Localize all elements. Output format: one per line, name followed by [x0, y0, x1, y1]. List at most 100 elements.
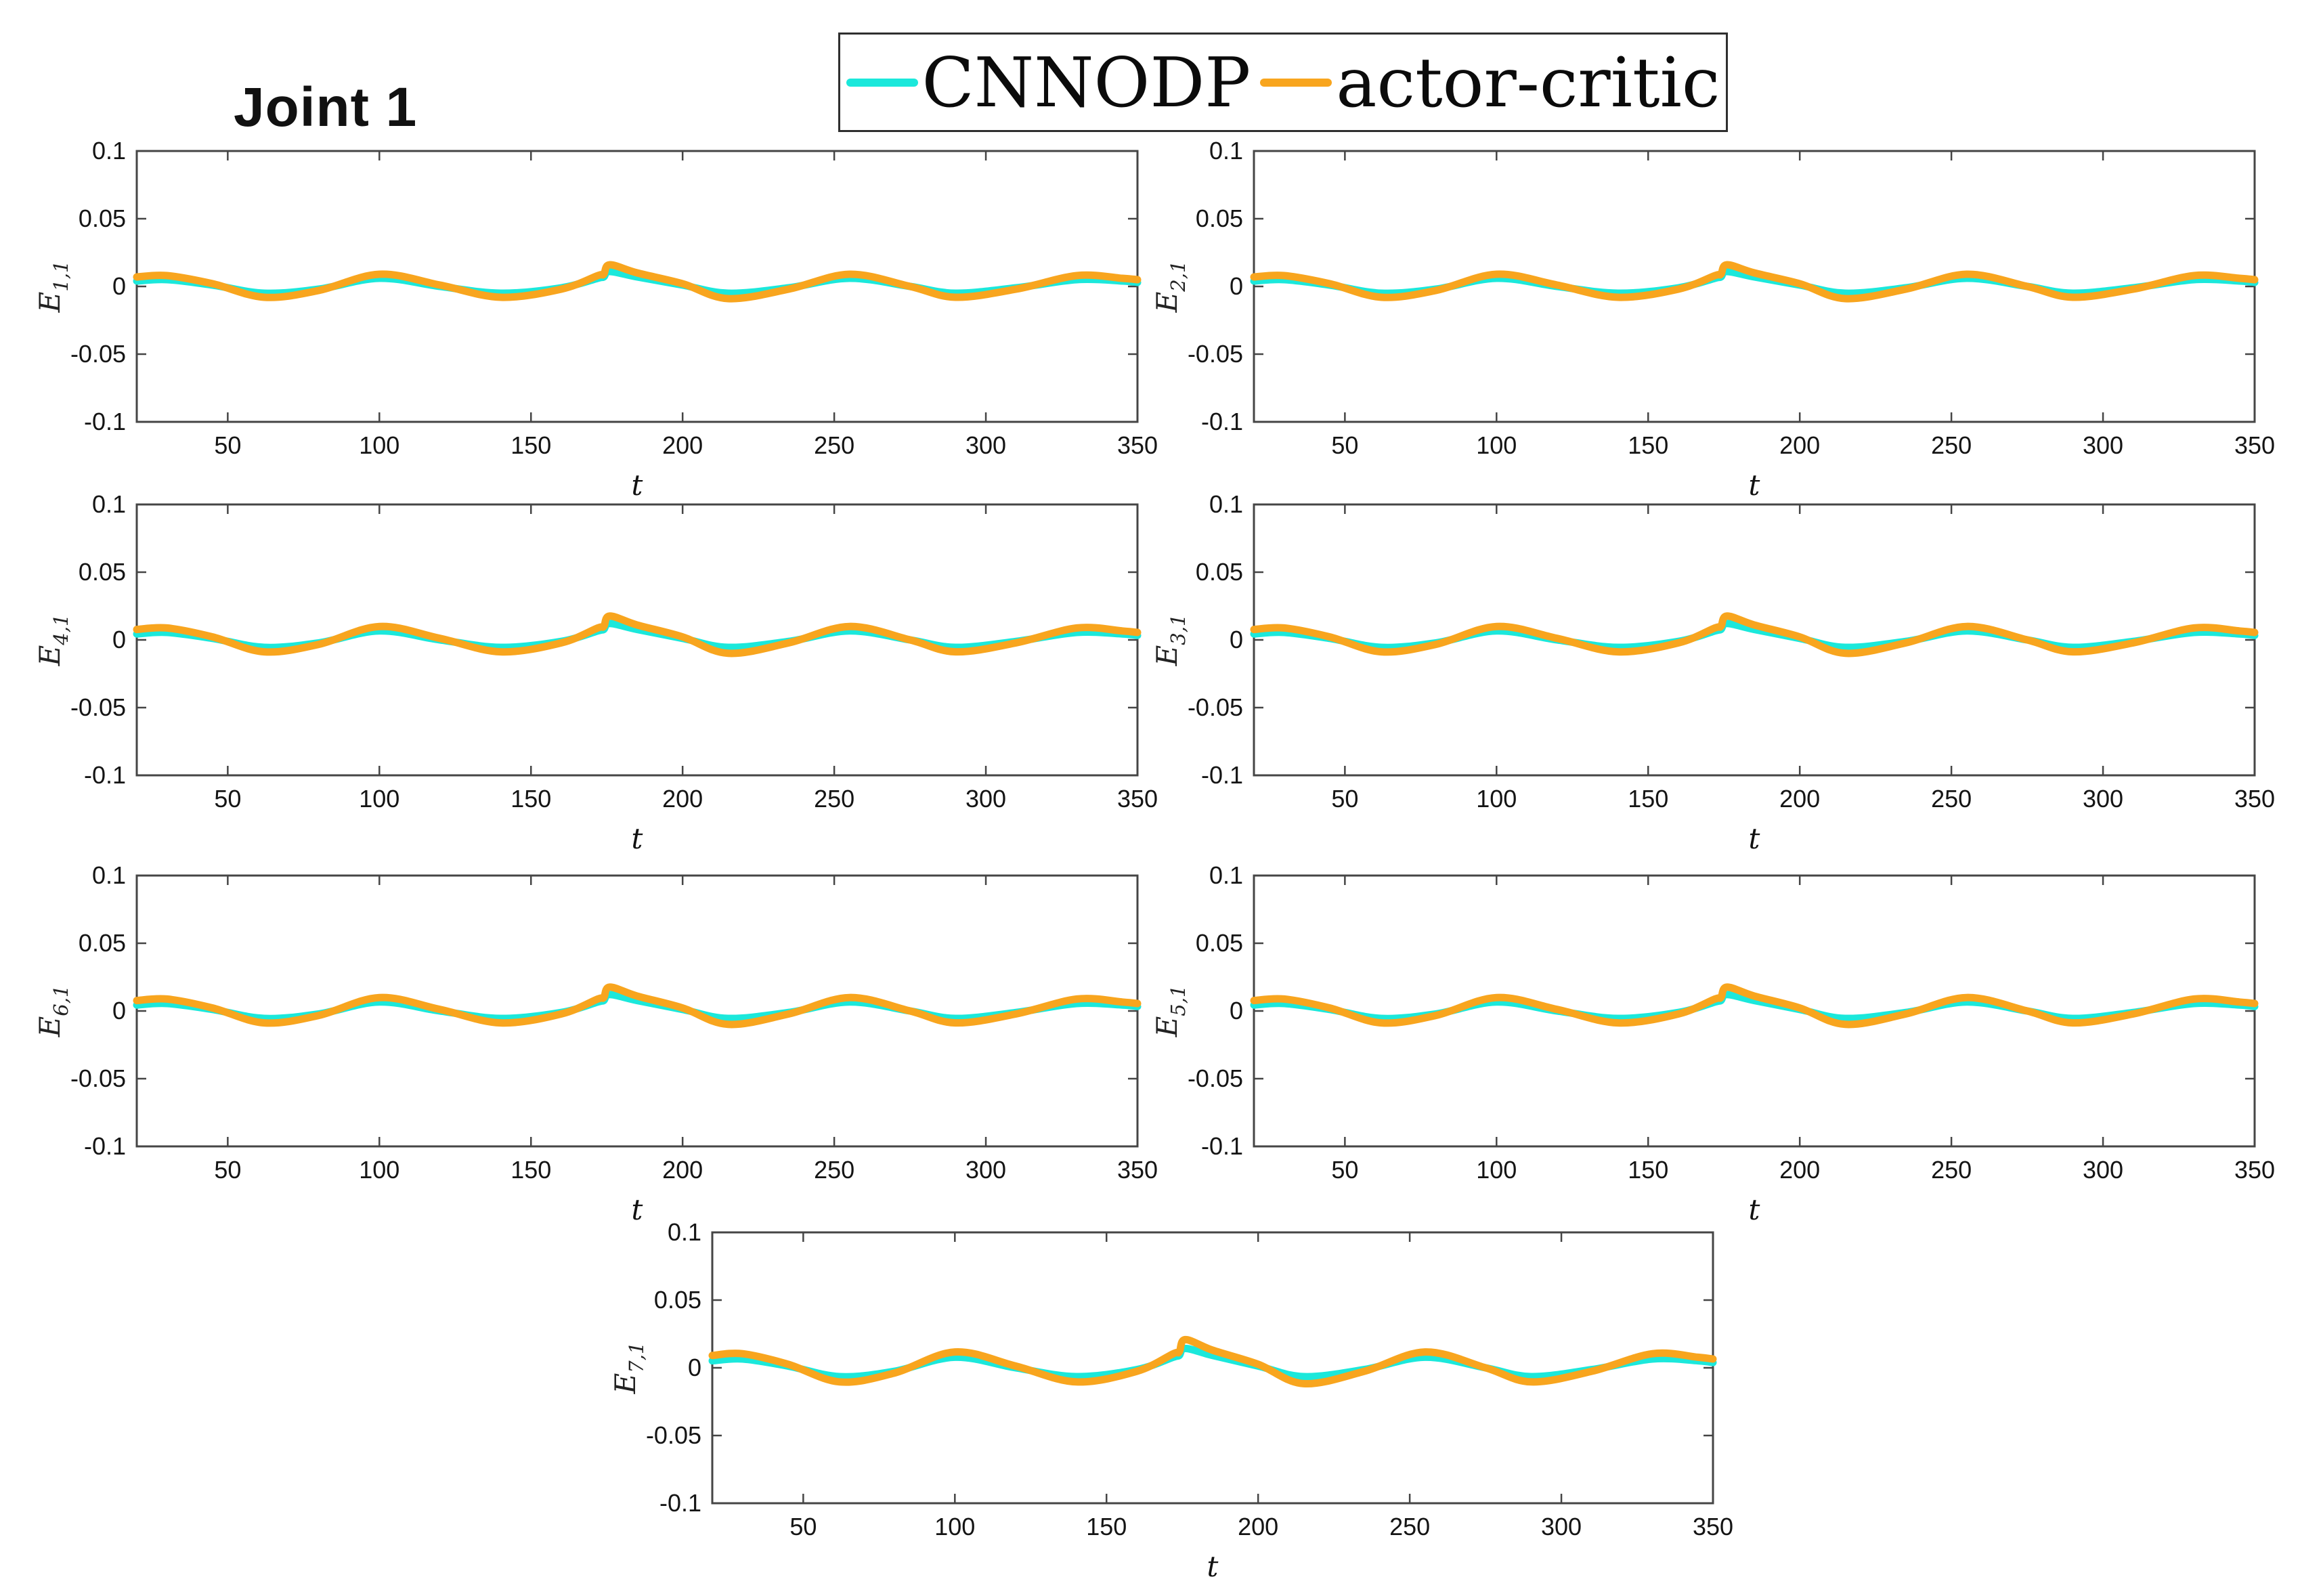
x-tick-label: 250	[814, 431, 854, 459]
y-tick-label: 0.05	[1196, 204, 1243, 232]
y-tick-label: -0.05	[70, 340, 126, 368]
y-tick-label: 0	[1230, 626, 1243, 653]
x-tick-label: 150	[511, 431, 551, 459]
y-tick-label: 0.1	[1209, 137, 1243, 165]
x-tick-label: 50	[1331, 1156, 1358, 1184]
y-tick-label: 0.1	[1209, 862, 1243, 889]
y-tick-label: 0.05	[79, 558, 126, 586]
x-tick-label: 50	[789, 1513, 817, 1540]
x-tick-label: 200	[1779, 1156, 1820, 1184]
subplot-E2-1: 50 100 150 200 250 300 350 0.1 0.05 0 -0.05 -0.1 t E2…	[1146, 137, 2282, 503]
x-tick-label: 100	[1476, 785, 1517, 813]
y-tick-label: 0.1	[92, 862, 126, 889]
chart-svg: 50 100 150 200 250 300 350 0.1 0.05 0 -0.05 -0.1 t E5…	[1150, 861, 2275, 1226]
legend-label-actor-critic: actor-critic	[1336, 42, 1720, 123]
x-axis-label: t	[1749, 822, 1760, 855]
y-axis-label: E4,1	[33, 614, 72, 667]
subplot-E6-1: 50 100 150 200 250 300 350 0.1 0.05 0 -0.05 -0.1 t E6…	[28, 861, 1165, 1228]
subplot-E7-1: 50 100 150 200 250 300 350 0.1 0.05 0 -0.05 -0.1 t E7…	[604, 1218, 1740, 1584]
x-axis-label: t	[632, 469, 643, 502]
x-tick-label: 150	[511, 785, 551, 813]
y-tick-label: -0.05	[1188, 1064, 1243, 1092]
y-tick-label: -0.1	[1201, 761, 1243, 789]
y-tick-label: 0	[1230, 272, 1243, 300]
x-tick-label: 150	[1086, 1513, 1127, 1540]
axes-box	[1253, 874, 2256, 1148]
y-tick-label: -0.1	[84, 408, 126, 435]
series-line-actor-critic	[133, 261, 1142, 303]
x-tick-label: 50	[214, 431, 241, 459]
x-tick-label: 300	[2083, 1156, 2123, 1184]
chart-svg: 50 100 150 200 250 300 350 0.1 0.05 0 -0.05 -0.1 t E3…	[1150, 490, 2275, 855]
x-tick-label: 150	[1628, 431, 1668, 459]
y-tick-label: 0.05	[1196, 929, 1243, 957]
x-tick-label: 150	[1628, 1156, 1668, 1184]
x-tick-label: 250	[814, 1156, 854, 1184]
x-axis-label: t	[1749, 1193, 1760, 1226]
y-axis-label: E6,1	[33, 985, 72, 1038]
y-tick-label: -0.05	[1188, 340, 1243, 368]
axes-box	[135, 150, 1139, 423]
x-tick-label: 100	[1476, 1156, 1517, 1184]
x-tick-label: 300	[965, 1156, 1006, 1184]
x-axis-label: t	[632, 822, 643, 855]
x-tick-label: 50	[214, 785, 241, 813]
y-tick-label: 0.05	[1196, 558, 1243, 586]
x-tick-label: 200	[1779, 431, 1820, 459]
y-tick-label: 0.1	[92, 137, 126, 165]
x-tick-label: 350	[1693, 1513, 1733, 1540]
y-tick-label: -0.05	[70, 1064, 126, 1092]
x-tick-label: 200	[1779, 785, 1820, 813]
y-axis-label: E5,1	[1150, 985, 1190, 1038]
subplot-E1-1: 50 100 150 200 250 300 350 0.1 0.05 0 -0.05 -0.1 t E1…	[28, 137, 1165, 503]
x-axis-label: t	[1207, 1550, 1219, 1583]
x-tick-label: 50	[214, 1156, 241, 1184]
y-tick-label: 0	[688, 1354, 701, 1381]
x-tick-label: 250	[1931, 431, 1972, 459]
y-tick-label: 0	[112, 626, 126, 653]
y-tick-label: 0	[1230, 997, 1243, 1025]
y-tick-label: -0.1	[84, 1132, 126, 1160]
axes-box	[135, 874, 1139, 1148]
y-tick-label: 0.05	[79, 204, 126, 232]
y-tick-label: 0.05	[79, 929, 126, 957]
y-axis-label: E3,1	[1150, 614, 1190, 667]
x-tick-label: 150	[1628, 785, 1668, 813]
x-tick-label: 100	[359, 431, 399, 459]
legend-line-sample-actor-critic	[1260, 78, 1332, 87]
chart-svg: 50 100 150 200 250 300 350 0.1 0.05 0 -0.05 -0.1 t E2…	[1150, 137, 2275, 502]
x-tick-label: 250	[1931, 785, 1972, 813]
x-tick-label: 350	[1117, 431, 1158, 459]
chart-svg: 50 100 150 200 250 300 350 0.1 0.05 0 -0.05 -0.1 t E1…	[33, 137, 1158, 502]
x-axis-label: t	[632, 1193, 643, 1226]
x-tick-label: 200	[662, 785, 703, 813]
y-tick-label: -0.1	[84, 761, 126, 789]
axes-box	[135, 503, 1139, 777]
legend-item-cnnodp: CNNODP	[846, 43, 1251, 123]
y-tick-label: 0.1	[668, 1219, 701, 1246]
legend: CNNODP actor-critic	[838, 33, 1728, 132]
y-tick-label: 0	[112, 997, 126, 1025]
x-tick-label: 300	[2083, 785, 2123, 813]
series-line-actor-critic	[708, 1335, 1717, 1388]
x-tick-label: 350	[1117, 785, 1158, 813]
x-tick-label: 200	[662, 431, 703, 459]
x-tick-label: 200	[662, 1156, 703, 1184]
x-tick-label: 50	[1331, 431, 1358, 459]
series-line-actor-critic	[133, 983, 1142, 1029]
x-tick-label: 200	[1238, 1513, 1278, 1540]
y-tick-label: 0.1	[92, 491, 126, 518]
subplot-E4-1: 50 100 150 200 250 300 350 0.1 0.05 0 -0.05 -0.1 t E4…	[28, 490, 1165, 857]
x-tick-label: 100	[359, 785, 399, 813]
subplot-E3-1: 50 100 150 200 250 300 350 0.1 0.05 0 -0.05 -0.1 t E3…	[1146, 490, 2282, 857]
subplot-E5-1: 50 100 150 200 250 300 350 0.1 0.05 0 -0.05 -0.1 t E5…	[1146, 861, 2282, 1228]
x-tick-label: 100	[359, 1156, 399, 1184]
x-tick-label: 350	[2234, 785, 2275, 813]
x-tick-label: 350	[2234, 1156, 2275, 1184]
x-tick-label: 50	[1331, 785, 1358, 813]
series-line-actor-critic	[1250, 612, 2259, 657]
chart-svg: 50 100 150 200 250 300 350 0.1 0.05 0 -0.05 -0.1 t E4…	[33, 490, 1158, 855]
y-axis-label: E1,1	[33, 261, 72, 314]
x-tick-label: 300	[965, 431, 1006, 459]
